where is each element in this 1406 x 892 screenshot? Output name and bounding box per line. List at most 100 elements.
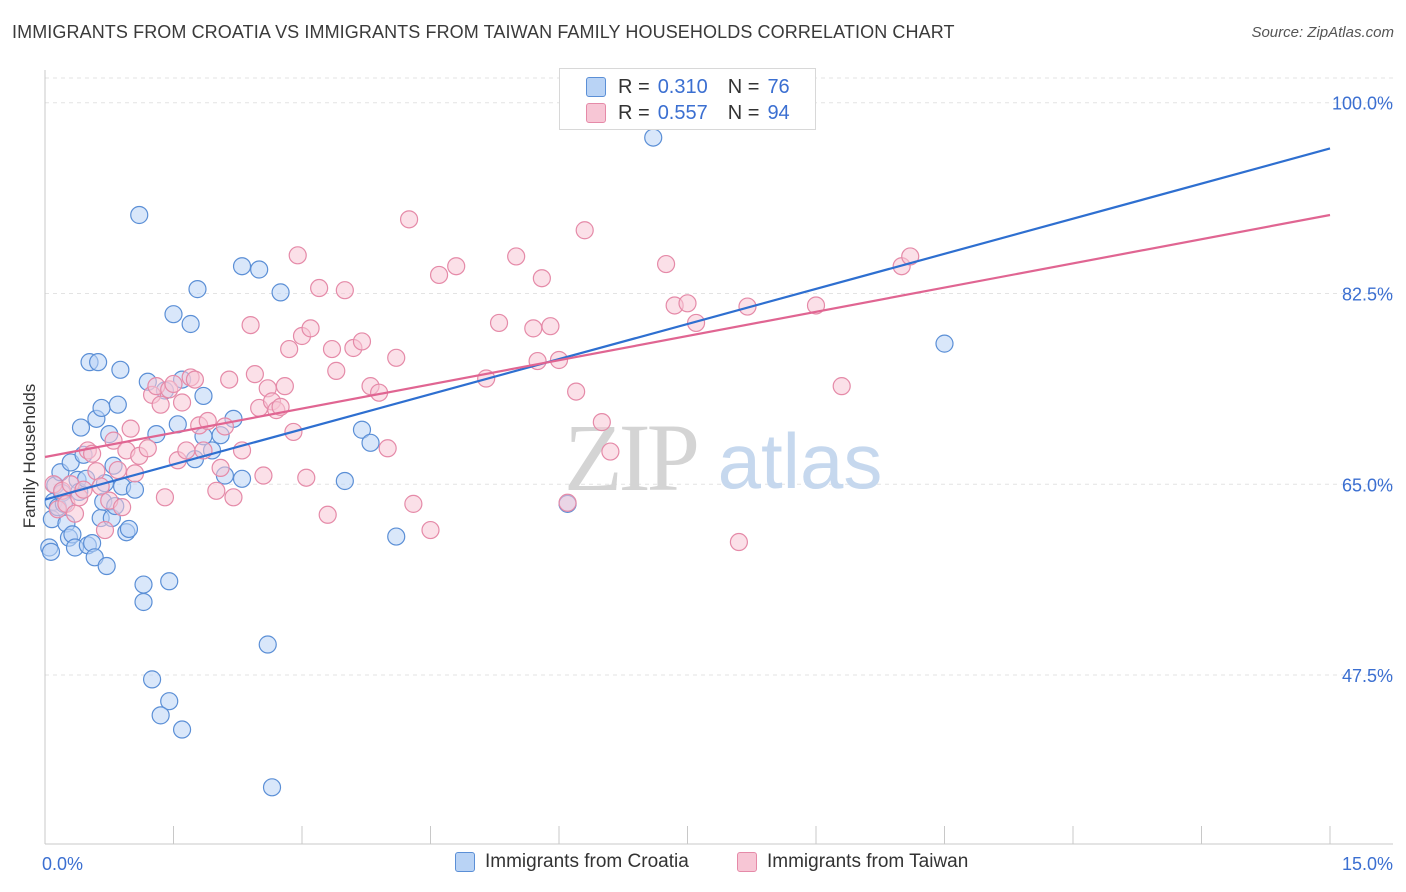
croatia-point-15 xyxy=(71,418,91,437)
croatia-point-33 xyxy=(108,395,127,414)
legend-row-croatia: R = 0.310 N = 76 xyxy=(586,74,790,100)
taiwan-point-10 xyxy=(87,462,106,481)
croatia-point-40 xyxy=(134,592,153,612)
taiwan-point-57 xyxy=(310,278,329,298)
source-credit: Source: ZipAtlas.com xyxy=(1251,24,1394,41)
taiwan-point-92 xyxy=(806,296,826,315)
taiwan-point-76 xyxy=(524,319,543,338)
taiwan-point-61 xyxy=(335,281,354,300)
croatia-point-67 xyxy=(262,778,282,797)
taiwan-point-45 xyxy=(254,466,273,485)
croatia-point-69 xyxy=(352,420,372,439)
taiwan-point-95 xyxy=(901,247,920,266)
x-tick-label-max: 15.0% xyxy=(1342,854,1393,874)
taiwan-point-60 xyxy=(327,361,346,380)
taiwan-legend-label: Immigrants from Taiwan xyxy=(767,851,969,872)
croatia-point-42 xyxy=(142,670,162,689)
croatia-point-34 xyxy=(111,360,130,379)
taiwan-point-86 xyxy=(656,254,676,274)
croatia-point-63 xyxy=(172,720,192,739)
croatia-point-23 xyxy=(89,353,108,372)
croatia-point-55 xyxy=(250,260,269,279)
y-tick-label-2: 65.0% xyxy=(1342,475,1393,495)
taiwan-point-12 xyxy=(95,520,115,540)
croatia-point-65 xyxy=(160,572,179,591)
y-tick-label-3: 47.5% xyxy=(1342,666,1393,686)
taiwan-point-27 xyxy=(164,374,183,394)
chart-title: IMMIGRANTS FROM CROATIA VS IMMIGRANTS FR… xyxy=(12,22,955,42)
taiwan-point-90 xyxy=(729,532,749,552)
watermark-atlas: atlas xyxy=(718,417,883,505)
croatia-point-75 xyxy=(935,334,954,353)
legend-item-croatia[interactable]: Immigrants from Croatia xyxy=(455,851,689,873)
taiwan-point-67 xyxy=(387,348,406,367)
y-tick-label-1: 82.5% xyxy=(1342,284,1393,304)
taiwan-trendline xyxy=(44,213,1331,459)
croatia-point-62 xyxy=(160,692,179,711)
taiwan-point-53 xyxy=(288,246,307,265)
taiwan-point-43 xyxy=(245,365,264,384)
x-tick-label-min: 0.0% xyxy=(42,854,83,874)
croatia-point-61 xyxy=(232,469,252,488)
croatia-point-73 xyxy=(644,128,663,147)
croatia-point-25 xyxy=(92,398,111,418)
taiwan-point-55 xyxy=(297,468,316,487)
taiwan-point-42 xyxy=(241,315,260,335)
correlation-legend: R = 0.310 N = 76 R = 0.557 N = 94 xyxy=(559,68,816,130)
taiwan-point-82 xyxy=(567,382,586,401)
croatia-point-70 xyxy=(361,433,380,452)
croatia-point-71 xyxy=(387,527,406,546)
croatia-point-49 xyxy=(194,386,213,406)
taiwan-point-69 xyxy=(404,494,423,513)
taiwan-point-30 xyxy=(177,441,196,460)
croatia-swatch xyxy=(586,77,606,97)
taiwan-point-56 xyxy=(301,319,320,338)
croatia-legend-swatch xyxy=(455,852,475,872)
taiwan-point-70 xyxy=(421,520,440,540)
croatia-point-64 xyxy=(151,706,170,725)
taiwan-point-66 xyxy=(378,439,397,458)
taiwan-point-5 xyxy=(65,504,85,523)
taiwan-point-74 xyxy=(489,313,509,333)
croatia-r-value: 0.310 xyxy=(657,75,708,98)
taiwan-point-71 xyxy=(429,265,449,285)
taiwan-point-72 xyxy=(447,257,466,276)
taiwan-point-15 xyxy=(108,460,127,480)
x-tick-labels: 0.0% 15.0% xyxy=(42,854,1393,874)
croatia-point-37 xyxy=(119,519,139,539)
croatia-point-66 xyxy=(134,575,153,594)
croatia-trendline xyxy=(44,147,1331,501)
taiwan-point-32 xyxy=(185,370,205,389)
croatia-point-38 xyxy=(125,480,145,499)
croatia-point-56 xyxy=(258,635,277,654)
taiwan-point-40 xyxy=(224,488,243,507)
croatia-n-label: N = xyxy=(727,75,760,98)
y-tick-labels: 100.0% 82.5% 65.0% 47.5% xyxy=(1332,94,1393,686)
croatia-point-45 xyxy=(164,305,183,324)
croatia-n-value: 76 xyxy=(767,75,790,98)
taiwan-n-value: 94 xyxy=(767,101,790,124)
taiwan-n-label: N = xyxy=(727,101,760,124)
taiwan-point-50 xyxy=(275,377,294,396)
croatia-point-39 xyxy=(130,205,149,225)
croatia-legend-label: Immigrants from Croatia xyxy=(485,851,689,872)
croatia-point-68 xyxy=(335,471,354,491)
legend-item-taiwan[interactable]: Immigrants from Taiwan xyxy=(737,851,968,873)
taiwan-point-78 xyxy=(532,269,551,288)
taiwan-point-29 xyxy=(172,393,192,412)
taiwan-point-58 xyxy=(318,505,337,524)
taiwan-point-59 xyxy=(322,339,342,359)
series-legend: Immigrants from Croatia Immigrants from … xyxy=(0,851,1406,877)
taiwan-point-38 xyxy=(215,417,234,436)
croatia-point-57 xyxy=(271,283,290,302)
taiwan-point-81 xyxy=(558,493,577,512)
trendlines xyxy=(44,147,1331,501)
taiwan-point-39 xyxy=(220,370,239,389)
croatia-point-28 xyxy=(97,556,116,576)
taiwan-point-93 xyxy=(832,377,851,396)
series-taiwan-points xyxy=(44,210,920,552)
croatia-point-47 xyxy=(181,314,200,334)
y-tick-label-0: 100.0% xyxy=(1332,94,1393,114)
taiwan-point-21 xyxy=(138,439,157,458)
